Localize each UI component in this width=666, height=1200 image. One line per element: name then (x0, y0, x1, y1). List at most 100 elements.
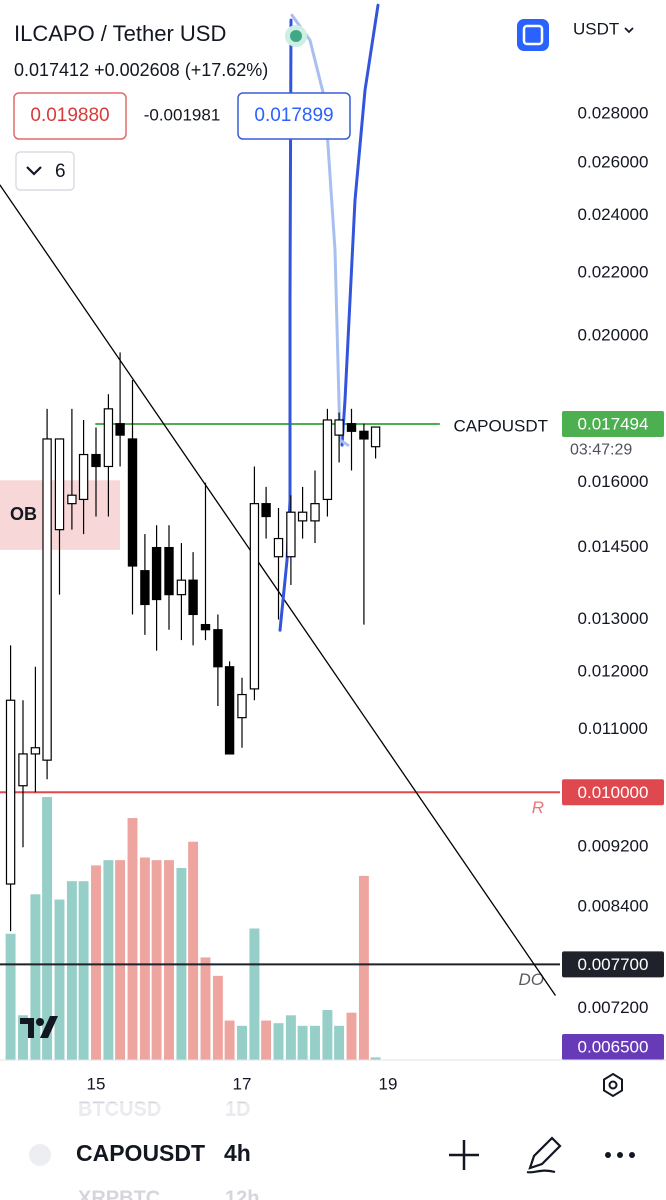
candle-body (310, 503, 320, 522)
candle-body (359, 430, 369, 440)
volume-bar (261, 1020, 272, 1060)
x-tick-label: 17 (233, 1074, 252, 1093)
candle-body (370, 426, 381, 448)
price-badge (562, 779, 664, 806)
sell-button[interactable] (13, 92, 127, 140)
candle-body (103, 408, 114, 468)
candle-body (127, 438, 138, 567)
volume-bar (18, 1015, 28, 1060)
volume-bar (188, 841, 199, 1060)
buy-price: 0.017899 (254, 105, 333, 126)
volume-bar (224, 1020, 235, 1060)
volume-bar (358, 875, 369, 1060)
settings-icon[interactable] (603, 1072, 623, 1098)
candle-body (200, 623, 211, 631)
indicators-toggle[interactable] (15, 151, 75, 191)
price-badge-label: 0.010000 (578, 783, 649, 802)
candle-body (261, 503, 271, 518)
header: ILCAPO / Tether USD 0.017412 +0.002608 (… (13, 19, 634, 191)
volume-bar (139, 857, 150, 1060)
volume-bar (78, 881, 89, 1060)
candle-body (5, 699, 16, 885)
candle-body (67, 494, 77, 505)
volume-bar (115, 860, 126, 1060)
candle-body (322, 419, 333, 501)
dot (629, 1152, 635, 1158)
chevron (26, 166, 42, 176)
bottom-bar: BTCUSD 1D CAPOUSDT 4h XRPBTC 12h (0, 1098, 666, 1200)
candle-body (91, 453, 101, 468)
candle-body (188, 579, 198, 616)
fullscreen-button[interactable] (517, 19, 549, 51)
fullscreen-glyph (522, 24, 544, 46)
volume-bar (151, 860, 162, 1060)
next-symbol: XRPBTC (78, 1187, 160, 1200)
sell-price: 0.019880 (30, 105, 109, 126)
ob-label: OB (10, 504, 37, 524)
volume-bar (212, 975, 223, 1060)
spread: -0.001981 (144, 105, 221, 124)
price-badge (562, 410, 664, 437)
candle-body (30, 747, 41, 755)
y-tick-label: 0.016000 (578, 472, 649, 491)
trend-line (0, 184, 556, 996)
coin-icon (29, 1144, 51, 1166)
settings-dot (608, 1080, 618, 1090)
draw-button[interactable] (526, 1136, 562, 1174)
candle-body (249, 503, 260, 690)
last-price: 0.017412 (14, 60, 89, 80)
volume-bar (334, 1025, 345, 1060)
last-price-symbol: CAPOUSDT (454, 417, 548, 436)
candle-body (286, 511, 296, 558)
y-tick-label: 0.011000 (578, 719, 648, 738)
countdown: 03:47:29 (570, 441, 632, 458)
buy-button[interactable] (237, 92, 351, 140)
y-tick-label: 0.007200 (578, 998, 649, 1017)
candle-body (237, 693, 247, 719)
volume-bar (237, 1025, 247, 1060)
candle-body (140, 570, 150, 606)
add-button[interactable] (449, 1140, 479, 1170)
candle-body (18, 753, 28, 787)
more-button[interactable] (605, 1152, 635, 1158)
y-tick-label: 0.014500 (578, 537, 649, 556)
y-tick-label: 0.026000 (578, 152, 649, 171)
candle-body (42, 438, 52, 761)
x-tick-label: 19 (379, 1074, 398, 1093)
price-badge-label: 0.017494 (578, 414, 649, 433)
next-interval: 12h (225, 1187, 259, 1200)
candle-body (346, 423, 357, 432)
candle-body (115, 423, 125, 436)
x-tick-label: 15 (87, 1074, 106, 1093)
y-tick-label: 0.008400 (578, 897, 649, 916)
candle-body (164, 546, 174, 596)
logo-dot (36, 1018, 44, 1026)
volume-bar (297, 1025, 308, 1060)
line-tag: R (532, 798, 544, 817)
y-tick-label: 0.024000 (578, 205, 649, 224)
volume-bar (127, 818, 138, 1060)
band-line (290, 13, 350, 447)
volume-bar (164, 860, 174, 1060)
volume-bar (91, 865, 101, 1060)
price-axis: 0.028000 0.026000 0.024000 0.022000 0.020000… (562, 104, 664, 1060)
symbol-title: ILCAPO / Tether USD (14, 21, 226, 46)
currency[interactable]: USDT (573, 19, 619, 38)
candle-body (151, 546, 162, 601)
tv-logo (20, 1016, 58, 1038)
volume-bar (346, 1012, 357, 1060)
candle-body (224, 666, 235, 755)
volume-bar (54, 899, 65, 1060)
header-quote: 0.017412 +0.002608 (+17.62%) (14, 60, 268, 80)
indicators-count: 6 (55, 161, 66, 182)
dot (605, 1152, 611, 1158)
plot-area: OB R DO CAPOUSDT (0, 3, 560, 1060)
footer-symbol[interactable]: CAPOUSDT (76, 1140, 205, 1166)
candle-body (176, 579, 187, 596)
volume-bar (66, 881, 77, 1060)
y-tick-label: 0.009200 (578, 837, 649, 856)
change-pct: (+17.62%) (185, 60, 269, 80)
change: +0.002608 (94, 60, 180, 80)
footer-interval[interactable]: 4h (224, 1140, 251, 1166)
